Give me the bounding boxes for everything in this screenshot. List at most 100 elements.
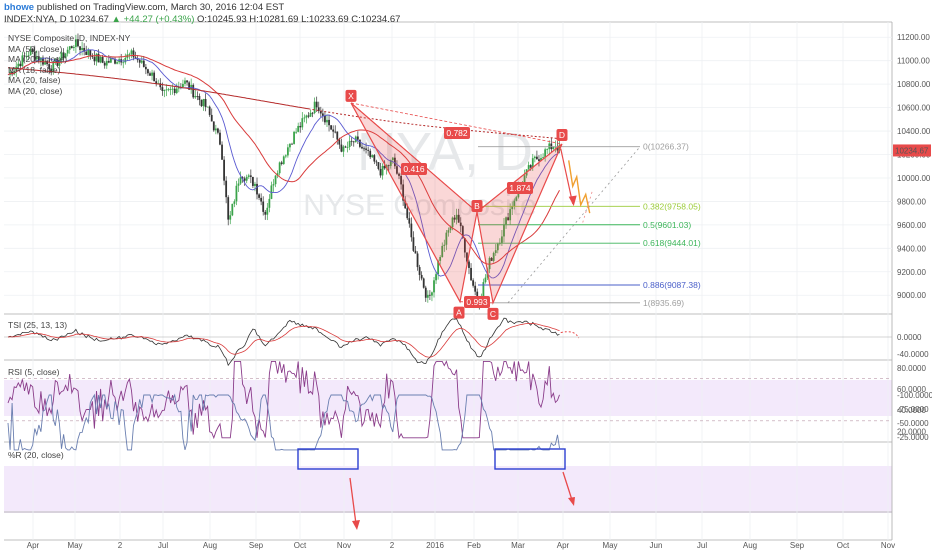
- candle: [44, 61, 46, 65]
- candle: [505, 217, 507, 225]
- candle: [359, 139, 361, 147]
- candle: [445, 232, 448, 245]
- candle: [276, 173, 279, 176]
- candle: [107, 61, 110, 63]
- candle: [163, 90, 166, 91]
- candle: [284, 155, 287, 157]
- candle: [311, 112, 314, 114]
- candle: [268, 198, 271, 208]
- pattern-label-box: [345, 89, 357, 102]
- candle: [457, 214, 460, 223]
- candle: [221, 144, 223, 160]
- legend-item[interactable]: MA (20, false): [8, 75, 61, 85]
- candle: [262, 201, 265, 212]
- candle: [459, 222, 462, 227]
- candle: [371, 155, 374, 158]
- candle: [426, 294, 429, 298]
- candle: [237, 183, 240, 186]
- pattern-bd: [476, 143, 563, 213]
- author-name[interactable]: bhowe: [4, 2, 35, 13]
- candle: [202, 98, 205, 107]
- candle: [437, 260, 440, 275]
- x-tick-label: 2016: [426, 541, 444, 550]
- tsi-label[interactable]: TSI (25, 13, 13): [8, 320, 68, 330]
- candle: [25, 56, 28, 57]
- x-tick-label: Jul: [158, 541, 168, 550]
- candle: [536, 156, 538, 160]
- x-tick-label: Aug: [743, 541, 757, 550]
- fib-level-label: 0.886(9087.38): [643, 280, 701, 290]
- candle: [496, 243, 499, 251]
- candle: [122, 62, 125, 64]
- candle: [291, 143, 293, 145]
- legend-item[interactable]: MA (18, false): [8, 64, 61, 75]
- legend-item[interactable]: MA (200, close): [8, 54, 68, 64]
- candle: [332, 129, 335, 132]
- candle: [420, 274, 423, 279]
- candle: [451, 217, 454, 228]
- candle: [167, 89, 170, 91]
- candle: [153, 72, 156, 82]
- candle: [140, 60, 143, 63]
- pattern-label-box: [401, 163, 427, 175]
- x-tick-label: 2: [390, 541, 395, 550]
- candle: [72, 46, 75, 49]
- candle: [375, 161, 378, 163]
- candle: [396, 166, 398, 174]
- candle: [418, 267, 421, 275]
- wr-line: [7, 393, 560, 451]
- wr-label[interactable]: %R (20, close): [8, 450, 64, 460]
- candle: [412, 237, 415, 251]
- candle: [433, 280, 435, 293]
- candle: [68, 46, 71, 50]
- candle: [435, 274, 437, 281]
- candle: [350, 140, 353, 142]
- candle: [254, 183, 256, 186]
- tsi-tick-label: 0.0000: [897, 333, 922, 342]
- projection-path: [568, 160, 591, 214]
- candle: [494, 250, 497, 254]
- candle: [249, 175, 252, 177]
- candle: [116, 62, 118, 64]
- publish-header: bhowe published on TradingView.com, Marc…: [4, 2, 284, 13]
- rsi-tick-label: 80.0000: [897, 364, 926, 373]
- x-tick-label: Feb: [467, 541, 481, 550]
- candle: [321, 113, 324, 116]
- candle: [531, 158, 534, 168]
- candle: [114, 58, 116, 64]
- pattern-label-box: [507, 182, 533, 194]
- candle: [214, 128, 217, 131]
- candle: [19, 63, 22, 67]
- candle: [198, 96, 201, 100]
- candle: [377, 162, 380, 169]
- candle: [171, 88, 174, 90]
- pattern-label-text: A: [456, 308, 462, 318]
- candle: [144, 66, 147, 70]
- candle: [264, 211, 267, 215]
- candle: [278, 162, 281, 174]
- legend-item[interactable]: MA (20, close): [8, 85, 63, 96]
- projection-channel: [582, 189, 594, 223]
- candle: [416, 253, 419, 268]
- legend-item[interactable]: MA (50, close): [8, 43, 63, 54]
- candle: [513, 200, 516, 207]
- pattern-label-box: [453, 306, 465, 319]
- wr-arrow-2: [562, 471, 573, 501]
- candle: [132, 50, 135, 58]
- price-tick-label: 11200.00: [897, 33, 930, 42]
- candle: [91, 55, 94, 58]
- candle: [192, 84, 195, 98]
- candle: [99, 56, 102, 63]
- candle: [66, 49, 69, 54]
- candle: [402, 184, 405, 201]
- candle: [70, 46, 73, 49]
- candle: [210, 114, 213, 122]
- candle: [492, 253, 495, 261]
- pattern-label-text: 1.874: [509, 183, 531, 193]
- pattern-label-box: [444, 127, 470, 139]
- ohlc-values: O:10245.93 H:10281.69 L:10233.69 C:10234…: [197, 14, 401, 25]
- candle: [509, 209, 512, 221]
- rsi-label[interactable]: RSI (5, close): [8, 367, 60, 377]
- candle: [52, 61, 55, 72]
